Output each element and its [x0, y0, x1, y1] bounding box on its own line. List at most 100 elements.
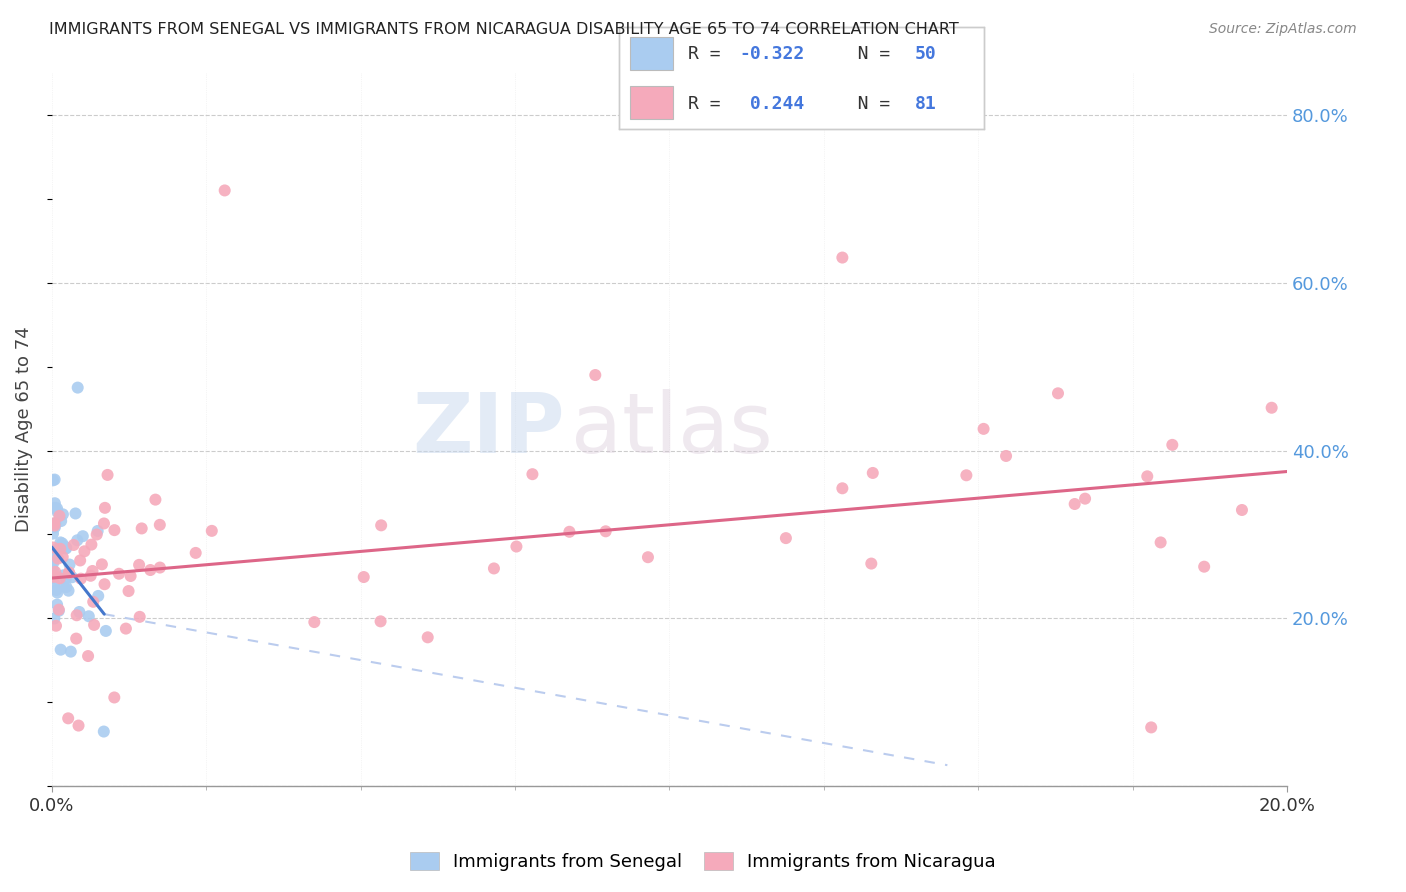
Point — [58, 566, 80, 580]
Point — [42, 556, 65, 570]
Point — [55, 541, 77, 555]
Point — [831, 481, 853, 495]
Point — [96, 467, 118, 482]
Point — [82, 595, 104, 609]
Point — [48, 604, 70, 618]
Point — [103, 523, 125, 537]
Point — [44, 500, 66, 515]
Point — [86, 524, 108, 538]
Point — [955, 468, 977, 483]
Point — [995, 449, 1018, 463]
Point — [55, 580, 77, 594]
Point — [42, 543, 65, 558]
Point — [149, 517, 172, 532]
Point — [66, 381, 89, 395]
Point — [52, 568, 75, 582]
Point — [46, 585, 69, 599]
Legend: Immigrants from Senegal, Immigrants from Nicaragua: Immigrants from Senegal, Immigrants from… — [402, 845, 1004, 879]
Point — [49, 642, 72, 657]
Point — [90, 558, 112, 572]
Point — [184, 546, 207, 560]
Point — [304, 615, 326, 629]
Point — [103, 690, 125, 705]
Point — [1136, 469, 1159, 483]
Point — [117, 584, 139, 599]
Point — [72, 529, 94, 543]
Point — [44, 520, 66, 534]
Point — [44, 518, 66, 533]
Point — [1063, 497, 1085, 511]
Point — [353, 570, 375, 584]
Point — [1192, 559, 1215, 574]
Text: N =: N = — [825, 45, 901, 63]
Point — [1149, 535, 1171, 549]
Point — [52, 508, 75, 522]
Point — [583, 368, 606, 382]
Point — [370, 615, 392, 629]
Bar — [630, 37, 673, 70]
Point — [67, 718, 90, 732]
Point — [1260, 401, 1282, 415]
Point — [128, 558, 150, 572]
Point — [637, 550, 659, 565]
Text: -0.322: -0.322 — [740, 45, 804, 63]
Text: N =: N = — [825, 95, 901, 112]
Point — [49, 571, 72, 585]
Point — [79, 568, 101, 582]
Point — [62, 538, 84, 552]
Point — [93, 516, 115, 531]
Point — [42, 571, 65, 585]
Point — [66, 533, 89, 548]
Point — [131, 521, 153, 535]
Point — [60, 570, 83, 584]
Point — [66, 608, 89, 623]
Bar — [630, 87, 673, 119]
Point — [46, 598, 69, 612]
Point — [48, 508, 70, 523]
Point — [595, 524, 617, 539]
Point — [44, 516, 66, 531]
Point — [44, 576, 66, 591]
Point — [42, 552, 65, 566]
Point — [44, 473, 66, 487]
Point — [558, 524, 581, 539]
Point — [1074, 491, 1097, 506]
Point — [108, 566, 131, 581]
Text: atlas: atlas — [571, 389, 772, 470]
Point — [370, 518, 392, 533]
Point — [505, 540, 527, 554]
Point — [58, 583, 80, 598]
Point — [93, 724, 115, 739]
Point — [44, 548, 66, 562]
Text: IMMIGRANTS FROM SENEGAL VS IMMIGRANTS FROM NICARAGUA DISABILITY AGE 65 TO 74 COR: IMMIGRANTS FROM SENEGAL VS IMMIGRANTS FR… — [49, 22, 959, 37]
Text: 81: 81 — [915, 95, 936, 112]
Point — [973, 422, 995, 436]
Point — [82, 564, 104, 578]
Point — [214, 184, 236, 198]
Point — [149, 560, 172, 574]
Point — [831, 251, 853, 265]
Text: ZIP: ZIP — [412, 389, 564, 470]
Point — [1161, 438, 1184, 452]
Point — [145, 492, 167, 507]
Point — [49, 541, 72, 556]
Point — [55, 541, 77, 556]
Point — [128, 610, 150, 624]
Point — [120, 569, 142, 583]
Point — [69, 553, 91, 567]
Point — [93, 577, 115, 591]
Point — [48, 602, 70, 616]
Point — [1046, 386, 1069, 401]
Point — [115, 622, 138, 636]
Point — [55, 571, 77, 585]
Point — [46, 505, 69, 519]
Point — [52, 579, 75, 593]
Point — [86, 527, 108, 541]
Point — [94, 500, 117, 515]
Point — [44, 611, 66, 625]
Point — [42, 526, 65, 541]
Point — [46, 551, 69, 566]
Point — [58, 558, 80, 572]
Point — [65, 507, 87, 521]
Point — [77, 648, 100, 663]
